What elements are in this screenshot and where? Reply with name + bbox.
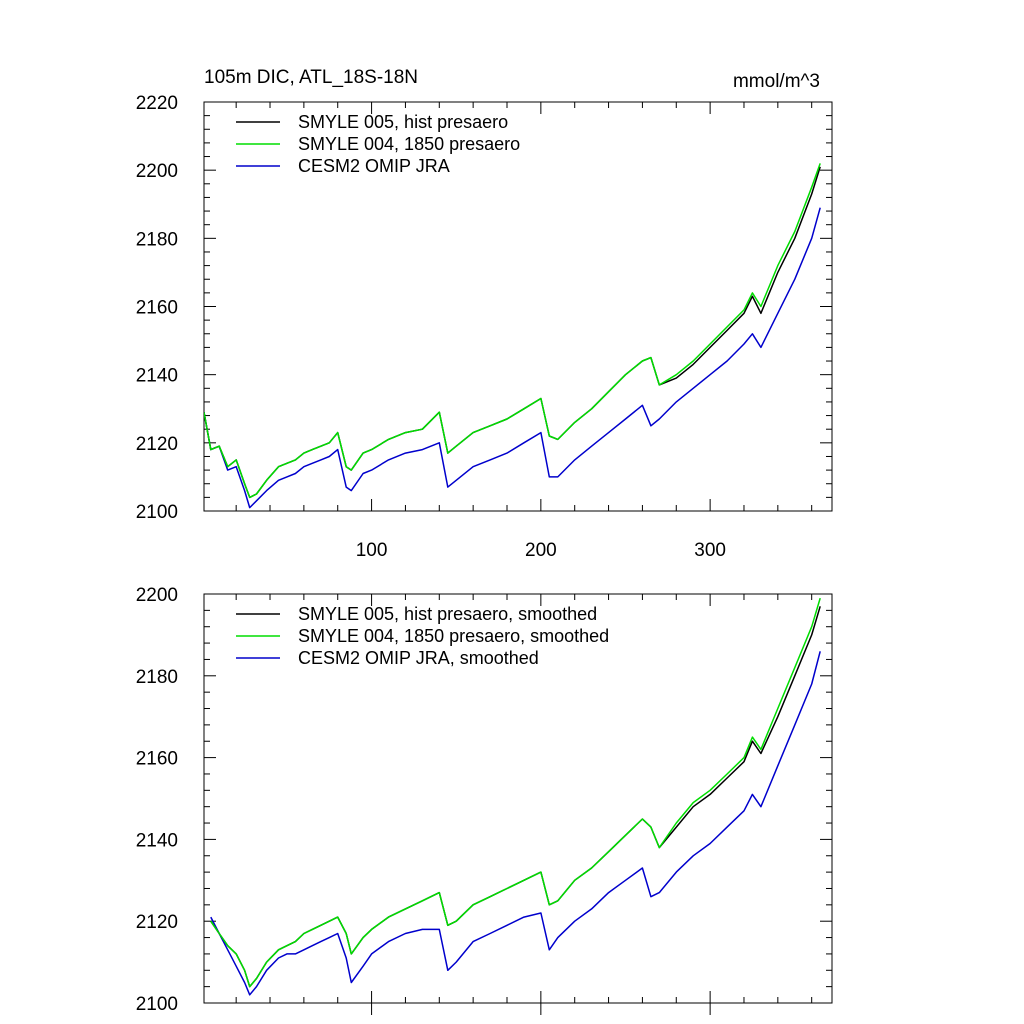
bottom-panel: 2100 2120 2140 2160 2180 2200 SMYLE 005, hist …	[136, 585, 833, 1015]
y-tick-label: 2100	[136, 994, 178, 1015]
y-tick-label: 2100	[136, 502, 178, 523]
legend-label: SMYLE 004, 1850 presaero	[298, 134, 520, 154]
y-tick-label: 2220	[136, 93, 178, 114]
legend-label: CESM2 OMIP JRA	[298, 156, 450, 176]
legend-label: CESM2 OMIP JRA, smoothed	[298, 648, 539, 668]
y-tick-label: 2160	[136, 749, 178, 770]
series-line	[204, 166, 821, 499]
y-tick-label: 2120	[136, 912, 178, 933]
series-line	[204, 207, 821, 509]
top-panel: 2100 2120 2140 2160 2180 2200 2220 100 200 300 SMY…	[136, 93, 833, 561]
y-tick-label: 2200	[136, 585, 178, 606]
y-tick-label: 2180	[136, 667, 178, 688]
y-tick-label: 2140	[136, 366, 178, 387]
legend-label: SMYLE 005, hist presaero, smoothed	[298, 604, 597, 624]
x-tick-label: 200	[525, 540, 557, 561]
chart-title: 105m DIC, ATL_18S-18N	[204, 67, 418, 88]
series-line	[210, 597, 821, 988]
y-tick-label: 2120	[136, 434, 178, 455]
series-line	[204, 163, 821, 499]
plot-frame	[203, 593, 833, 1004]
series-line	[210, 651, 821, 996]
y-tick-label: 2160	[136, 298, 178, 319]
legend-label: SMYLE 004, 1850 presaero, smoothed	[298, 626, 609, 646]
x-tick-label: 100	[356, 540, 388, 561]
units-label: mmol/m^3	[733, 71, 820, 92]
y-tick-label: 2180	[136, 229, 178, 250]
y-tick-label: 2140	[136, 830, 178, 851]
y-tick-label: 2200	[136, 161, 178, 182]
x-tick-label: 300	[694, 540, 726, 561]
legend-label: SMYLE 005, hist presaero	[298, 112, 508, 132]
